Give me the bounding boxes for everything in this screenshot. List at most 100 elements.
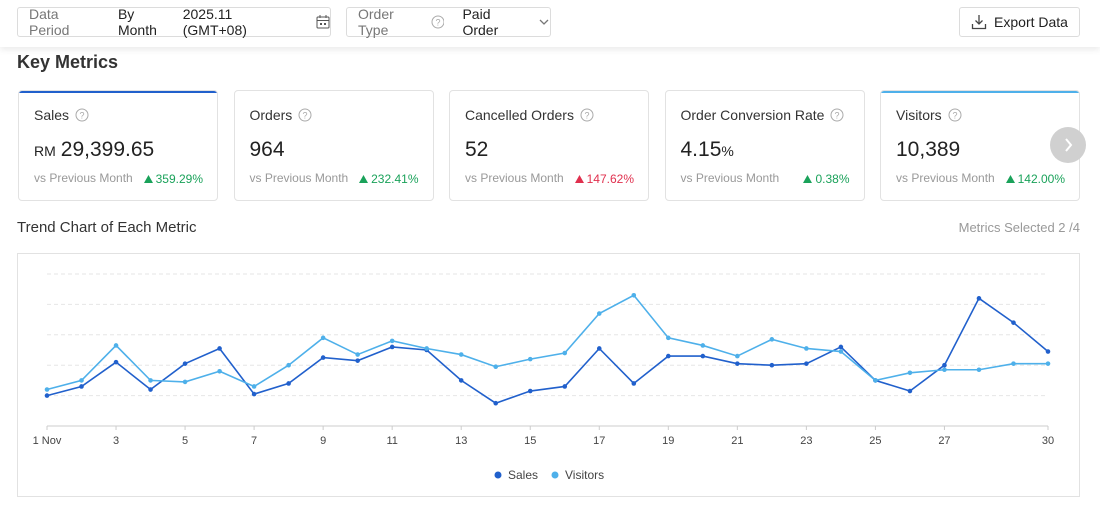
data-point[interactable]: [286, 381, 291, 386]
svg-text:?: ?: [435, 18, 440, 28]
data-point[interactable]: [148, 378, 153, 383]
data-point[interactable]: [769, 337, 775, 342]
data-point[interactable]: [942, 362, 947, 368]
legend-marker[interactable]: [494, 471, 502, 479]
data-point[interactable]: [666, 335, 671, 341]
data-point[interactable]: [631, 381, 637, 386]
data-point[interactable]: [838, 349, 844, 354]
data-point[interactable]: [44, 387, 50, 392]
data-point[interactable]: [251, 391, 257, 397]
data-point[interactable]: [976, 296, 982, 301]
x-tick-label: 7: [251, 435, 257, 447]
compare-label: vs Previous Month: [680, 171, 780, 185]
legend-label[interactable]: Visitors: [565, 468, 604, 482]
data-point[interactable]: [79, 378, 84, 383]
metric-card[interactable]: Cancelled Orders? 52 vs Previous Month 147.…: [449, 90, 649, 201]
data-point[interactable]: [355, 358, 360, 363]
data-point[interactable]: [320, 355, 326, 360]
data-point[interactable]: [527, 356, 533, 362]
data-point[interactable]: [562, 384, 568, 389]
metric-value: 10,389: [896, 138, 961, 161]
help-icon: ?: [75, 108, 89, 122]
data-point[interactable]: [596, 311, 602, 316]
data-point[interactable]: [631, 292, 637, 298]
data-point[interactable]: [873, 378, 878, 383]
metric-name: Orders: [249, 107, 293, 123]
data-point[interactable]: [44, 393, 50, 398]
metric-card[interactable]: Orders? 964 vs Previous Month 232.41%: [233, 90, 434, 201]
export-button[interactable]: Export Data: [959, 7, 1080, 37]
data-point[interactable]: [458, 378, 464, 383]
change: 142.00%: [1005, 172, 1065, 186]
compare-label: vs Previous Month: [896, 171, 995, 185]
metric-value: 4.15: [680, 138, 722, 161]
series-line: [46, 294, 1048, 391]
next-button[interactable]: [1050, 127, 1086, 163]
data-point[interactable]: [735, 353, 740, 359]
card-accent: [19, 91, 217, 93]
data-point[interactable]: [838, 344, 844, 350]
svg-text:?: ?: [835, 111, 840, 121]
metric-card[interactable]: Order Conversion Rate? 4.15% vs Previous M…: [664, 90, 865, 201]
order-type-select[interactable]: Order Type ? Paid Order: [346, 6, 551, 38]
data-point[interactable]: [907, 388, 913, 394]
data-point[interactable]: [1045, 349, 1051, 354]
data-point[interactable]: [596, 346, 602, 351]
data-point[interactable]: [942, 367, 947, 373]
change-value: 0.38%: [815, 172, 850, 186]
section-title: Key Metrics: [17, 52, 119, 72]
period-picker[interactable]: Data Period By Month 2025.11 (GMT+08): [17, 6, 331, 38]
label: Data Period: [29, 6, 70, 38]
data-point[interactable]: [735, 361, 740, 366]
data-point[interactable]: [804, 346, 809, 351]
data-point[interactable]: [182, 379, 188, 385]
data-point[interactable]: [769, 362, 775, 368]
legend-marker[interactable]: [551, 471, 559, 479]
data-point[interactable]: [493, 400, 499, 406]
help-icon: ?: [580, 108, 594, 122]
metric-value: 29,399.65: [60, 138, 155, 161]
data-point[interactable]: [976, 367, 982, 373]
data-point[interactable]: [217, 368, 222, 374]
data-point[interactable]: [389, 338, 395, 344]
data-point[interactable]: [217, 346, 222, 351]
label: Order Type: [358, 6, 394, 38]
metrics-selected[interactable]: Metrics Selected 2 /4: [958, 220, 1080, 235]
data-point[interactable]: [251, 384, 257, 389]
data-point[interactable]: [700, 343, 706, 348]
data-point[interactable]: [1045, 361, 1051, 366]
data-point[interactable]: [389, 344, 395, 350]
chart-frame: [17, 253, 1080, 497]
data-point[interactable]: [527, 388, 533, 394]
data-point[interactable]: [320, 335, 326, 341]
calendar-icon: [316, 15, 330, 29]
data-point[interactable]: [1011, 361, 1016, 366]
data-point[interactable]: [666, 353, 671, 359]
data-point[interactable]: [458, 352, 464, 357]
data-point[interactable]: [1011, 320, 1016, 325]
data-point[interactable]: [493, 364, 499, 370]
metric-value-row: 964: [250, 138, 285, 162]
data-point[interactable]: [907, 370, 913, 376]
x-tick-label: 15: [524, 435, 536, 447]
data-point[interactable]: [424, 346, 429, 351]
metric-card[interactable]: Sales? RM 29,399.65 vs Previous Month 359.29…: [18, 90, 218, 201]
value: 2025.11 (GMT+08): [182, 6, 247, 38]
data-point[interactable]: [113, 343, 119, 348]
data-point[interactable]: [804, 361, 809, 366]
compare-label: vs Previous Month: [249, 171, 349, 185]
legend-label[interactable]: Sales: [508, 468, 538, 482]
help-icon: ?: [298, 108, 312, 122]
data-point[interactable]: [182, 361, 188, 366]
x-tick-label: 21: [731, 435, 743, 447]
data-point[interactable]: [148, 387, 153, 392]
data-point[interactable]: [79, 384, 84, 389]
data-point[interactable]: [113, 359, 119, 365]
x-tick-label: 30: [1042, 435, 1054, 447]
trend-title: Trend Chart of Each Metric: [17, 219, 197, 236]
metric-value: 52: [465, 138, 489, 161]
data-point[interactable]: [355, 352, 360, 357]
data-point[interactable]: [700, 353, 706, 359]
data-point[interactable]: [286, 362, 291, 368]
data-point[interactable]: [562, 350, 568, 356]
